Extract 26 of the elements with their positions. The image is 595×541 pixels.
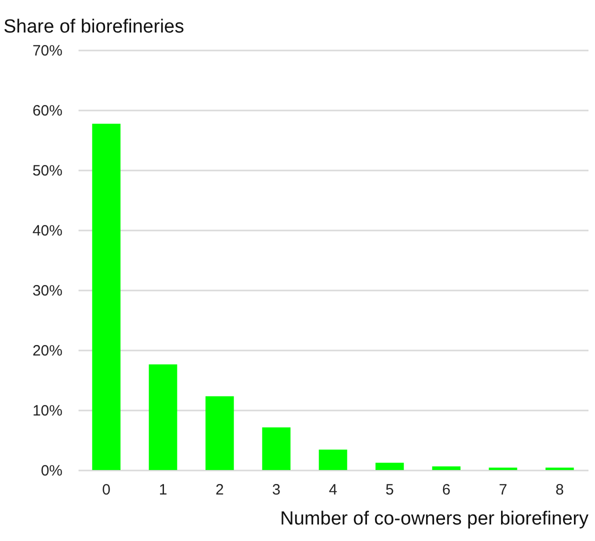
y-tick-label: 20%	[32, 342, 62, 360]
bar	[432, 466, 460, 470]
x-tick-label: 3	[272, 482, 281, 498]
bar	[148, 364, 178, 470]
bar	[92, 124, 120, 470]
y-tick-label: 40%	[32, 222, 62, 240]
x-tick-label: 8	[555, 482, 564, 498]
bar	[206, 396, 234, 470]
y-tick-label: 50%	[32, 162, 62, 180]
x-tick-label: 7	[498, 482, 508, 498]
y-axis-title: Share of biorefineries	[4, 16, 184, 38]
bar	[318, 450, 348, 470]
x-tick-label: 6	[442, 482, 451, 498]
y-tick-label: 10%	[32, 402, 62, 420]
x-tick-label: 5	[385, 482, 394, 498]
x-tick-label: 0	[102, 482, 111, 498]
x-tick-label: 1	[158, 482, 168, 498]
y-tick-label: 60%	[32, 102, 62, 120]
x-axis-title: Number of co-owners per biorefinery	[280, 508, 589, 530]
y-tick-label: 0%	[40, 462, 62, 480]
y-tick-label: 70%	[32, 42, 62, 60]
x-tick-label: 2	[215, 482, 224, 498]
x-tick-label: 4	[328, 482, 338, 498]
bar	[262, 427, 290, 470]
y-tick-label: 30%	[32, 282, 62, 300]
bar	[376, 462, 404, 470]
